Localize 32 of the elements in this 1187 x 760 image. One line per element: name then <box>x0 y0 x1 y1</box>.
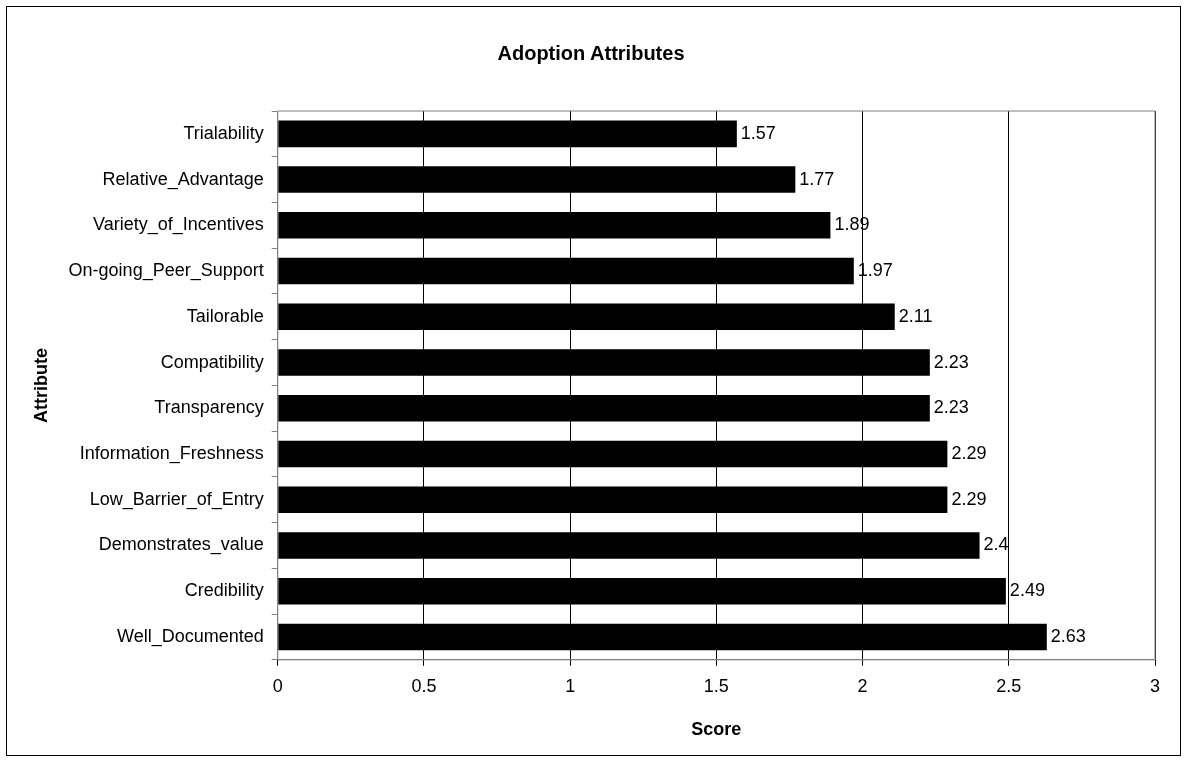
data-label: 2.23 <box>933 351 969 372</box>
data-label: 1.77 <box>799 168 835 189</box>
x-tick-label: 0.5 <box>411 675 437 696</box>
x-tick-label: 2.5 <box>996 675 1022 696</box>
y-tick-label: Demonstrates_value <box>98 534 264 556</box>
y-tick-label: Tailorable <box>186 305 264 326</box>
data-label: 2.63 <box>1050 625 1086 646</box>
chart-title: Adoption Attributes <box>497 41 685 64</box>
data-label: 2.49 <box>1009 580 1045 601</box>
y-axis-title: Attribute <box>30 347 51 423</box>
x-tick-label: 2 <box>857 675 868 696</box>
y-tick-label: Low_Barrier_of_Entry <box>89 488 264 510</box>
y-tick-label: On-going_Peer_Support <box>68 260 264 282</box>
data-label: 2.29 <box>951 488 987 509</box>
y-tick-label: Transparency <box>154 397 264 418</box>
y-tick-label: Relative_Advantage <box>102 168 264 190</box>
y-tick-label: Trialability <box>183 122 264 143</box>
x-tick-label: 3 <box>1149 675 1161 696</box>
data-label: 2.29 <box>951 442 987 463</box>
data-label: 2.23 <box>933 397 969 418</box>
y-tick-label: Well_Documented <box>116 625 264 647</box>
data-label: 1.57 <box>740 122 776 143</box>
x-tick-label: 1.5 <box>703 675 729 696</box>
x-axis-title: Score <box>691 719 742 740</box>
data-label: 2.4 <box>983 534 1009 555</box>
y-tick-label: Credibility <box>184 580 264 601</box>
x-tick-label: 1 <box>565 675 576 696</box>
data-label: 2.11 <box>898 305 933 326</box>
y-tick-label: Compatibility <box>160 351 264 372</box>
y-tick-label: Information_Freshness <box>79 442 264 464</box>
x-tick-label: 0 <box>272 675 283 696</box>
y-tick-label: Variety_of_Incentives <box>92 214 264 236</box>
